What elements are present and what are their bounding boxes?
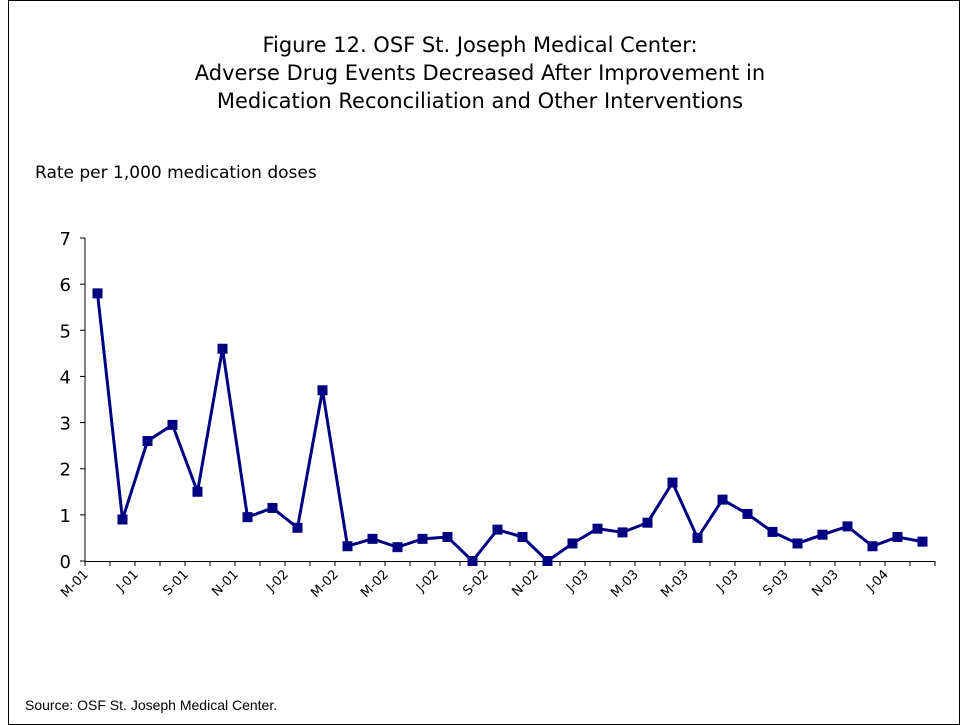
x-tick-label: N-03 bbox=[809, 567, 842, 600]
marker bbox=[892, 532, 903, 543]
y-axis-label: Rate per 1,000 medication doses bbox=[35, 163, 317, 183]
x-tick-label: J-01 bbox=[113, 567, 142, 596]
y-tick-label: 7 bbox=[60, 229, 71, 250]
x-tick-label: M-03 bbox=[608, 567, 642, 601]
marker bbox=[742, 508, 753, 519]
x-tick-label: J-04 bbox=[863, 567, 892, 596]
marker bbox=[592, 523, 603, 534]
marker bbox=[667, 477, 678, 488]
x-tick-label: J-03 bbox=[563, 567, 592, 596]
y-tick-label: 2 bbox=[60, 460, 71, 481]
marker bbox=[792, 538, 803, 549]
chart-title: Figure 12. OSF St. Joseph Medical Center… bbox=[262, 33, 697, 57]
marker bbox=[542, 556, 553, 566]
source: Source: OSF St. Joseph Medical Center. bbox=[25, 697, 277, 713]
x-tick-label: S-03 bbox=[760, 567, 791, 598]
marker bbox=[192, 486, 203, 497]
marker bbox=[117, 514, 128, 525]
marker bbox=[492, 524, 503, 535]
y-tick-label: 0 bbox=[60, 552, 71, 573]
marker bbox=[817, 529, 828, 540]
x-tick-label: M-02 bbox=[308, 567, 342, 601]
marker bbox=[142, 436, 153, 447]
x-tick-label: S-02 bbox=[460, 567, 491, 598]
x-tick-label: N-01 bbox=[209, 567, 242, 600]
marker bbox=[292, 522, 303, 533]
marker bbox=[167, 419, 178, 430]
marker bbox=[267, 502, 278, 513]
marker bbox=[467, 556, 478, 566]
marker bbox=[767, 526, 778, 537]
marker bbox=[317, 385, 328, 396]
y-tick-label: 6 bbox=[60, 275, 71, 296]
marker bbox=[417, 533, 428, 544]
y-tick-label: 4 bbox=[60, 367, 71, 388]
x-tick-label: J-03 bbox=[713, 567, 742, 596]
marker bbox=[367, 533, 378, 544]
marker bbox=[392, 542, 403, 553]
marker bbox=[867, 541, 878, 552]
x-tick-label: M-02 bbox=[358, 567, 392, 601]
x-tick-label: S-01 bbox=[160, 567, 191, 598]
x-tick-label: J-02 bbox=[263, 567, 292, 596]
chart-title: Adverse Drug Events Decreased After Impr… bbox=[195, 61, 765, 85]
x-tick-label: N-02 bbox=[509, 567, 542, 600]
x-tick-label: M-03 bbox=[658, 567, 692, 601]
chart-title: Medication Reconciliation and Other Inte… bbox=[217, 89, 743, 113]
y-tick-label: 3 bbox=[60, 414, 71, 435]
marker bbox=[917, 536, 928, 547]
line bbox=[96, 293, 923, 564]
marker bbox=[92, 288, 103, 299]
y-tick-label: 1 bbox=[60, 506, 71, 527]
marker bbox=[517, 532, 528, 543]
marker bbox=[342, 541, 353, 552]
marker bbox=[617, 527, 628, 538]
y-tick-label: 5 bbox=[60, 321, 71, 342]
marker bbox=[217, 343, 228, 354]
x-tick-label: J-02 bbox=[413, 567, 442, 596]
marker bbox=[692, 532, 703, 543]
marker bbox=[642, 517, 653, 528]
marker bbox=[842, 521, 853, 532]
marker bbox=[242, 512, 253, 523]
marker bbox=[442, 532, 453, 543]
marker bbox=[567, 538, 578, 549]
marker bbox=[717, 494, 728, 505]
